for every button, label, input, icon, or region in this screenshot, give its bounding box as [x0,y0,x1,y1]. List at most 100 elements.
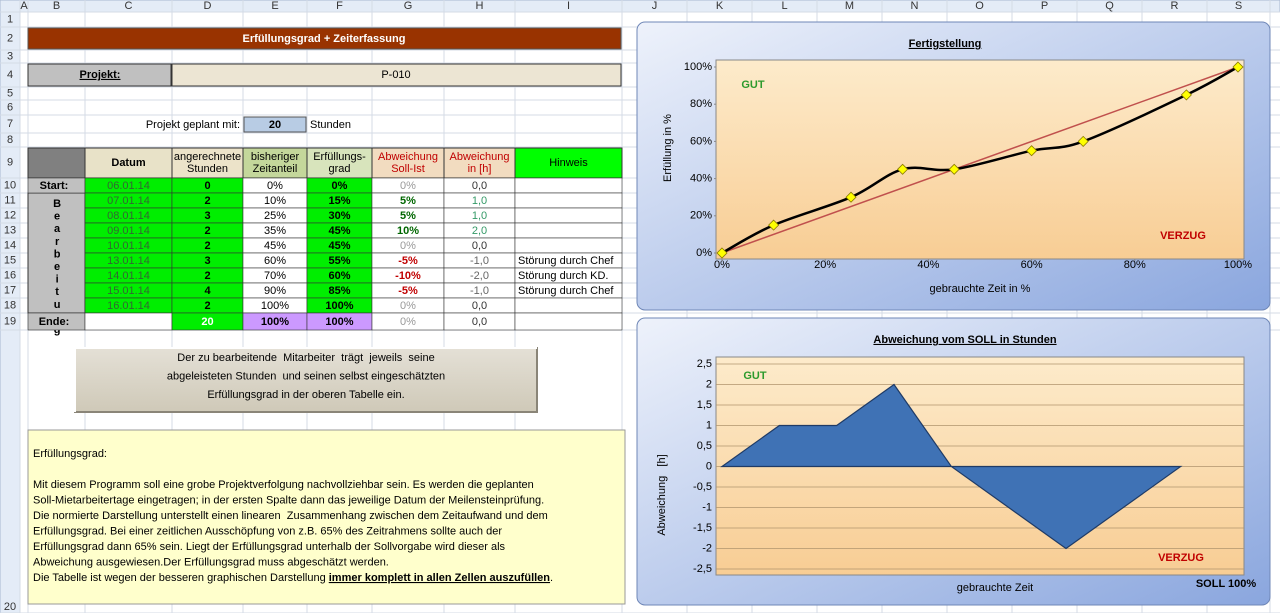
description-line: Abweichung ausgewiesen.Der Erfüllungsgra… [33,556,389,568]
side-label: Bearbeitung [51,198,63,337]
chart-title: Abweichung vom SOLL in Stunden [873,334,1056,346]
column-letter: I [567,0,570,12]
data-marker [897,163,909,175]
title: Erfüllungsgrad + Zeiterfassung [243,33,406,45]
row-number: 14 [4,239,16,251]
table-cell-text: 5% [400,195,416,207]
project-value: P-010 [381,69,410,81]
description-segment: . [550,572,553,584]
area [720,383,1183,550]
table-cell-text: 06.01.14 [107,180,150,192]
table-cell-text: 0,0 [472,300,487,312]
description-box [27,429,626,605]
table-cell-text: 0% [400,180,416,192]
x-tick-label: 40% [917,259,939,271]
y-tick-label: 80% [690,98,712,110]
y-tick-label: 0,5 [697,440,712,452]
table-cell-text: 10% [264,195,286,207]
header-cell [514,147,623,179]
description-segment: immer komplett in allen Zellen auszufüll… [329,572,551,584]
table-cell-text: 0,0 [472,316,487,328]
row-number: 20 [4,601,16,613]
project-label: Projekt: [80,69,121,81]
row-number: 16 [4,269,16,281]
info-text: Der zu bearbeitende Mitarbeiter trägt je… [177,352,434,364]
description-heading: Erfüllungsgrad: [33,448,107,460]
column-letter: B [53,0,60,12]
table-cell [514,297,623,314]
table-cell-text: 100% [261,316,289,328]
column-letter: K [716,0,724,12]
table-cell-text: 0% [332,180,348,192]
description-line: Mit diesem Programm soll eine grobe Proj… [33,479,534,491]
title-bar [27,27,622,50]
header-text: Abweichung [378,151,438,163]
header-cell [306,147,373,179]
planned-label: Projekt geplant mit: [146,119,240,131]
table-cell-text: 60% [328,270,350,282]
info-text: abgeleisteten Stunden und seinen selbst … [167,370,445,382]
table-cell-text: 55% [328,255,350,267]
table-cell-text: Ende: [39,316,70,328]
table-cell-text: 0,0 [472,180,487,192]
table-cell-text: 35% [264,225,286,237]
table-cell-text: 2,0 [472,225,487,237]
annotation: GUT [743,370,767,382]
column-letter: H [476,0,484,12]
table-cell-text: 10% [397,225,419,237]
x-axis-label: gebrauchte Zeit [957,582,1033,594]
description-line: Soll-Mietarbeitertage eingetragen; in de… [33,494,544,506]
column-letter: P [1041,0,1048,12]
description-line: Erfüllungsgrad dann 65% sein. Liegt der … [33,541,506,553]
table-cell-text: 2 [204,270,210,282]
table-cell-text: 90% [264,285,286,297]
row-number: 9 [7,156,13,168]
column-letter: O [975,0,984,12]
table-cell-text: -2,0 [470,270,489,282]
table-cell-text: 45% [328,225,350,237]
table-cell-text: 13.01.14 [107,255,150,267]
x-tick-label: 80% [1124,259,1146,271]
info-text: Erfüllungsgrad in der oberen Tabelle ein… [207,389,404,401]
column-letter: J [652,0,658,12]
column-letter: D [204,0,212,12]
y-tick-label: 1,5 [697,399,712,411]
table-cell [514,177,623,194]
x-axis-label: gebrauchte Zeit in % [930,283,1031,295]
table-cell-text: 25% [264,210,286,222]
header-text: Erfüllungs- [313,151,366,163]
table-cell-text: 0% [400,316,416,328]
row-number: 4 [7,69,13,81]
column-letter: L [781,0,787,12]
header-cell [171,147,244,179]
y-tick-label: 0 [706,460,712,472]
row-number: 10 [4,179,16,191]
row-number: 17 [4,284,16,296]
header-text: Zeitanteil [253,163,298,175]
table-cell-text: 2 [204,240,210,252]
header-cell [371,147,445,179]
table-cell-text: 09.01.14 [107,225,150,237]
annotation: SOLL 100% [1196,578,1257,590]
data-marker [948,163,960,175]
x-tick-label: 20% [814,259,836,271]
row-number: 18 [4,299,16,311]
y-tick-label: 40% [690,173,712,185]
column-letter: C [125,0,133,12]
row-number: 12 [4,209,16,221]
table-cell-text: 100% [325,300,353,312]
y-tick-label: -2 [702,542,712,554]
description-line: Die normierte Darstellung unterstellt ei… [33,510,548,522]
data-marker [845,191,857,203]
column-letter: N [911,0,919,12]
table-cell-text: 85% [328,285,350,297]
table-cell-text: 10.01.14 [107,240,150,252]
y-tick-label: -2,5 [693,563,712,575]
table-cell-text: -1,0 [470,285,489,297]
table-cell-text: 0,0 [472,240,487,252]
row-number: 5 [7,87,13,99]
header-text: grad [328,163,350,175]
table-cell-text: 100% [261,300,289,312]
table-cell-text: 4 [204,285,211,297]
table-cell-text: 3 [204,255,210,267]
